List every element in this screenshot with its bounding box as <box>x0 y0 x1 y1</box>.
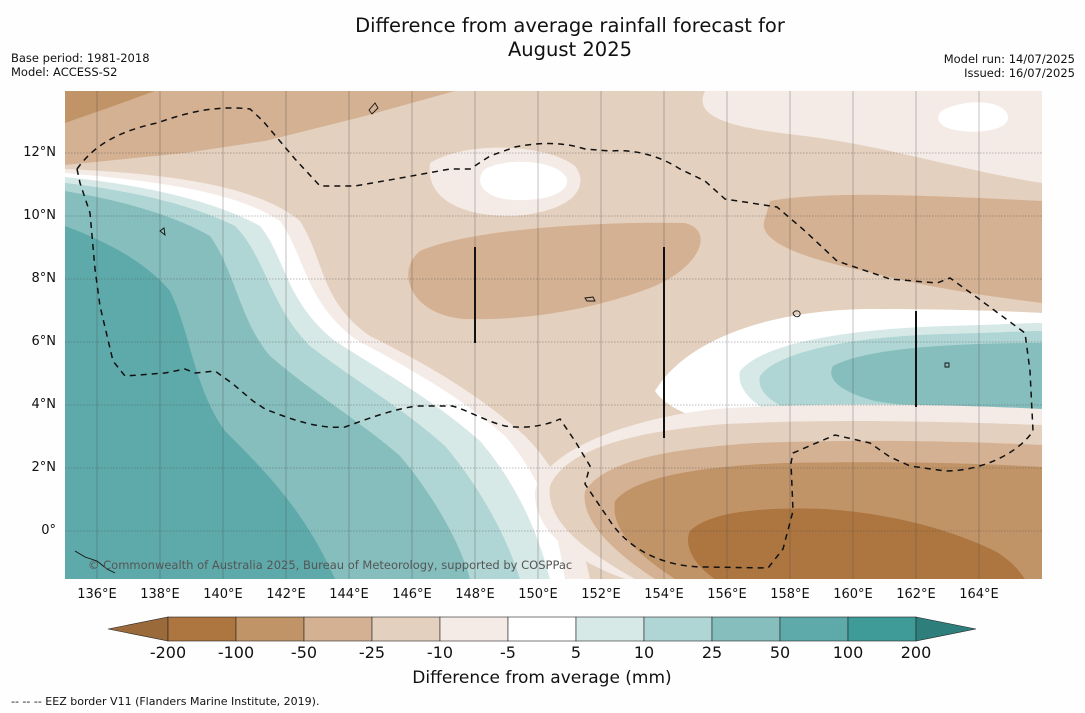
colorbar-bin-3 <box>303 616 373 642</box>
colorbar-bin-4 <box>371 616 441 642</box>
x-tick-148E: 148°E <box>455 587 495 602</box>
colorbar-tick: -5 <box>500 643 516 662</box>
eez-legend-note: -- -- -- EEZ border V11 (Flanders Marine… <box>11 695 320 708</box>
x-tick-160E: 160°E <box>833 587 873 602</box>
issued-date: Issued: 16/07/2025 <box>964 66 1075 80</box>
x-tick-142E: 142°E <box>266 587 306 602</box>
y-tick-8N: 8°N <box>31 271 57 286</box>
colorbar-tick: 100 <box>832 643 864 662</box>
dry-region-top <box>65 91 455 165</box>
white-region-north <box>480 161 568 201</box>
colorbar-tick: -25 <box>358 643 386 662</box>
colorbar-extend-high <box>915 616 977 642</box>
wet-east-50 <box>831 343 1042 416</box>
dry-region-east <box>763 194 1042 303</box>
x-tick-138E: 138°E <box>140 587 180 602</box>
y-tick-2N: 2°N <box>31 460 57 475</box>
x-tick-156E: 156°E <box>707 587 747 602</box>
model-run: Model run: 14/07/2025 <box>943 52 1075 66</box>
colorbar-tick: -10 <box>426 643 454 662</box>
colorbar-extend-low <box>108 616 169 642</box>
colorbar-bin-8 <box>643 616 713 642</box>
rainfall-anomaly-map: © Commonwealth of Australia 2025, Bureau… <box>65 91 1042 579</box>
y-tick-4N: 4°N <box>31 397 57 412</box>
colorbar-tick: 5 <box>570 643 582 662</box>
model-name: Model: ACCESS-S2 <box>11 65 118 79</box>
eez-border <box>76 107 1034 569</box>
x-tick-144E: 144°E <box>329 587 369 602</box>
colorbar-label: Difference from average (mm) <box>412 668 672 688</box>
colorbar-bin-9 <box>711 616 781 642</box>
colorbar <box>108 616 977 642</box>
x-tick-140E: 140°E <box>203 587 243 602</box>
colorbar-tick: 200 <box>900 643 932 662</box>
colorbar-tick: -100 <box>217 643 255 662</box>
colorbar-bin-11 <box>847 616 917 642</box>
run-info: Model run: 14/07/2025 Issued: 16/07/2025 <box>944 52 1075 80</box>
graticule <box>65 152 1042 532</box>
colorbar-bin-6 <box>507 616 577 642</box>
title-line-2: August 2025 <box>507 38 633 61</box>
y-tick-6N: 6°N <box>31 334 57 349</box>
island-outlines <box>74 102 950 574</box>
x-tick-152E: 152°E <box>581 587 621 602</box>
wet-region-100 <box>65 226 335 579</box>
colorbar-tick: 10 <box>633 643 655 662</box>
x-tick-150E: 150°E <box>518 587 558 602</box>
copyright-text: © Commonwealth of Australia 2025, Bureau… <box>88 558 572 572</box>
dry-region-central <box>408 222 701 320</box>
white-region-top-right <box>938 102 1009 132</box>
boundary-lines <box>474 247 917 438</box>
colorbar-bin-10 <box>779 616 849 642</box>
y-tick-12N: 12°N <box>23 145 56 160</box>
x-tick-164E: 164°E <box>959 587 999 602</box>
colorbar-bin-7 <box>575 616 645 642</box>
x-tick-158E: 158°E <box>770 587 810 602</box>
title-line-1: Difference from average rainfall forecas… <box>355 14 785 37</box>
colorbar-bin-1 <box>167 616 237 642</box>
colorbar-bin-5 <box>439 616 509 642</box>
x-tick-154E: 154°E <box>644 587 684 602</box>
dry-south-east-200 <box>687 508 1025 579</box>
colorbar-bin-2 <box>235 616 305 642</box>
map-title: Difference from average rainfall forecas… <box>0 14 1085 62</box>
colorbar-tick: 25 <box>701 643 723 662</box>
y-tick-10N: 10°N <box>23 208 56 223</box>
x-tick-162E: 162°E <box>896 587 936 602</box>
x-tick-136E: 136°E <box>77 587 117 602</box>
y-tick-0: 0° <box>41 523 56 538</box>
model-info: Base period: 1981-2018 Model: ACCESS-S2 <box>11 51 150 79</box>
base-period: Base period: 1981-2018 <box>11 51 150 65</box>
colorbar-tick: -50 <box>290 643 318 662</box>
meridians <box>96 91 980 579</box>
colorbar-tick: 50 <box>769 643 791 662</box>
x-tick-146E: 146°E <box>392 587 432 602</box>
dry-region-top-dark <box>65 91 155 123</box>
colorbar-tick: -200 <box>149 643 187 662</box>
